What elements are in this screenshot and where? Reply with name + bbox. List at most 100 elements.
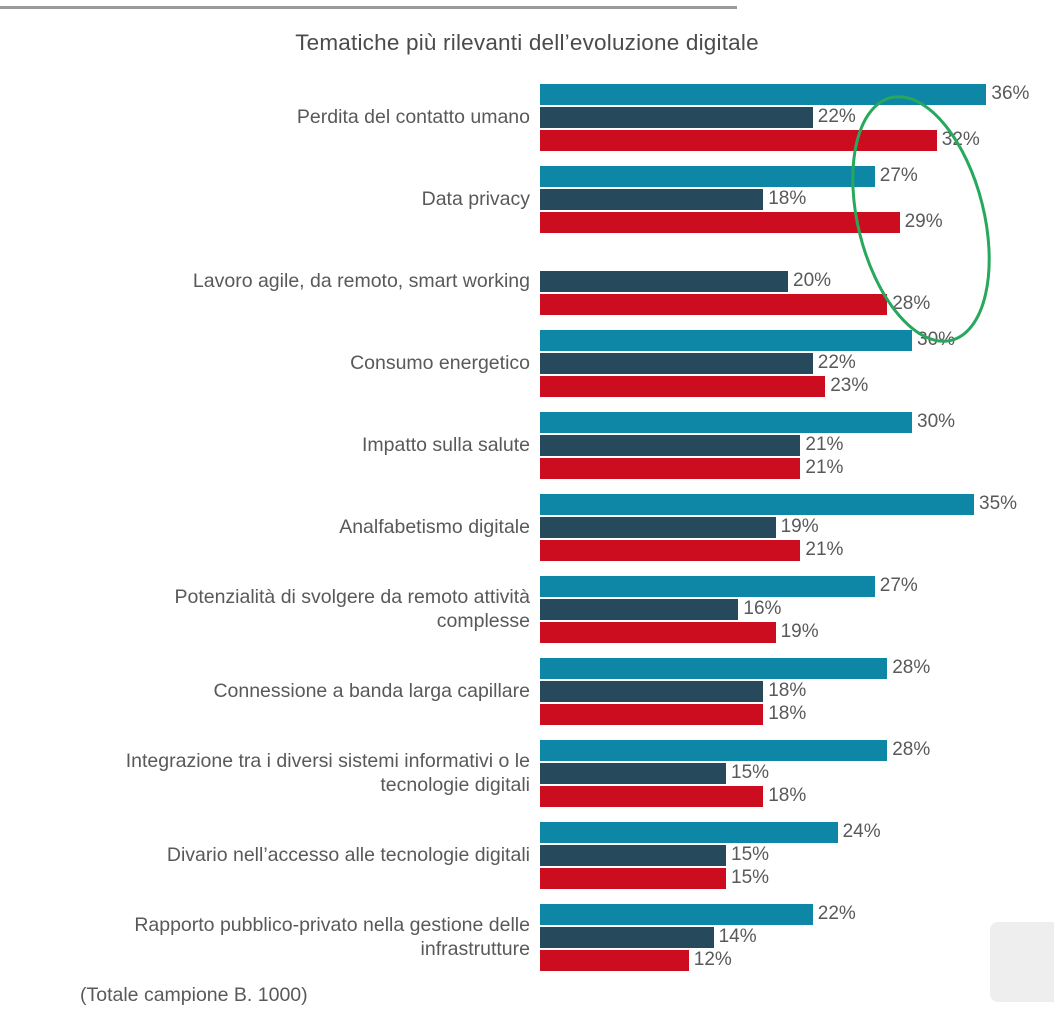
value-label: 35%: [979, 493, 1018, 514]
chart-row: Connessione a banda larga capillare 28% 18…: [0, 650, 1054, 732]
bar-line: 15%: [540, 762, 1054, 784]
bar-red: [540, 867, 726, 889]
bar-line: 18%: [540, 188, 1054, 210]
bar-red: [540, 949, 689, 971]
category-label: Integrazione tra i diversi sistemi infor…: [125, 750, 530, 796]
bar-group: 36% 22% 32%: [540, 76, 1054, 158]
value-label: 21%: [805, 434, 844, 455]
chart-row: Data privacy 27% 18% 29%: [0, 158, 1054, 240]
value-label: 18%: [768, 703, 807, 724]
value-label: 21%: [805, 539, 844, 560]
chart-row: Integrazione tra i diversi sistemi infor…: [0, 732, 1054, 814]
bar-navy: [540, 680, 764, 702]
value-label: 15%: [731, 762, 770, 783]
category-label: Lavoro agile, da remoto, smart working: [192, 270, 530, 292]
bar-line: 18%: [540, 785, 1054, 807]
value-label: 27%: [879, 575, 918, 596]
bar-group: 24% 15% 15%: [540, 814, 1054, 896]
bar-line: 12%: [540, 949, 1054, 971]
value-label: 15%: [731, 844, 770, 865]
bar-group: 35% 19% 21%: [540, 486, 1054, 568]
bar-red: [540, 703, 764, 725]
bar-line: 28%: [540, 657, 1054, 679]
bar-red: [540, 293, 888, 315]
bar-teal: [540, 903, 813, 925]
bar-teal: [540, 575, 875, 597]
chart-row: Impatto sulla salute 30% 21% 21%: [0, 404, 1054, 486]
bar-line: 15%: [540, 867, 1054, 889]
value-label: 28%: [892, 293, 931, 314]
value-label: 18%: [768, 785, 807, 806]
bar-line: 16%: [540, 598, 1054, 620]
category-label: Perdita del contatto umano: [296, 106, 530, 128]
bar-red: [540, 211, 900, 233]
bar-line: 28%: [540, 293, 1054, 315]
bar-line: 21%: [540, 434, 1054, 456]
bar-line: 36%: [540, 83, 1054, 105]
value-label: 27%: [879, 165, 918, 186]
category-label: Consumo energetico: [350, 352, 530, 374]
bar-teal: [540, 493, 974, 515]
value-label: 14%: [718, 926, 757, 947]
bar-navy: [540, 926, 714, 948]
bar-group: 27% 18% 29%: [540, 158, 1054, 240]
bar-navy: [540, 516, 776, 538]
value-label: 36%: [991, 83, 1030, 104]
bar-group: 22% 14% 12%: [540, 896, 1054, 978]
bar-navy: [540, 762, 726, 784]
value-label: 28%: [892, 739, 931, 760]
bar-line: 22%: [540, 106, 1054, 128]
value-label: 32%: [941, 129, 980, 150]
bar-red: [540, 375, 826, 397]
bar-red: [540, 457, 801, 479]
value-label: 28%: [892, 657, 931, 678]
top-rule: [0, 6, 737, 9]
value-label: 12%: [693, 949, 732, 970]
bar-red: [540, 129, 937, 151]
bar-teal: [540, 165, 875, 187]
bar-chart: Perdita del contatto umano 36% 22% 32% Data …: [0, 76, 1054, 978]
bar-line: 30%: [540, 411, 1054, 433]
chart-row: Rapporto pubblico-privato nella gestione…: [0, 896, 1054, 978]
category-label: Rapporto pubblico-privato nella gestione…: [134, 914, 530, 960]
bar-line: 30%: [540, 329, 1054, 351]
bar-line: 21%: [540, 457, 1054, 479]
value-label: 24%: [842, 821, 881, 842]
value-label: 21%: [805, 457, 844, 478]
chart-row: Consumo energetico 30% 22% 23%: [0, 322, 1054, 404]
chart-row: Potenzialità di svolgere da remoto attiv…: [0, 568, 1054, 650]
bar-line: 35%: [540, 493, 1054, 515]
bar-line: 19%: [540, 621, 1054, 643]
bar-line: 27%: [540, 165, 1054, 187]
value-label: 30%: [917, 329, 956, 350]
bar-teal: [540, 739, 888, 761]
value-label: 22%: [817, 352, 856, 373]
chart-row: Perdita del contatto umano 36% 22% 32%: [0, 76, 1054, 158]
bar-navy: [540, 844, 726, 866]
bar-line: 19%: [540, 516, 1054, 538]
bar-red: [540, 539, 801, 561]
bar-red: [540, 621, 776, 643]
bar-group: 28% 18% 18%: [540, 650, 1054, 732]
bar-group: 30% 22% 23%: [540, 322, 1054, 404]
chart-row: Analfabetismo digitale 35% 19% 21%: [0, 486, 1054, 568]
bar-line: 21%: [540, 539, 1054, 561]
category-label: Data privacy: [421, 188, 530, 210]
value-label: 30%: [917, 411, 956, 432]
value-label: 22%: [817, 903, 856, 924]
bar-line: [540, 248, 1054, 269]
bar-line: 23%: [540, 375, 1054, 397]
bar-navy: [540, 598, 739, 620]
bar-teal: [540, 411, 912, 433]
value-label: 23%: [830, 375, 869, 396]
bar-line: 28%: [540, 739, 1054, 761]
bar-group: 30% 21% 21%: [540, 404, 1054, 486]
bar-line: 32%: [540, 129, 1054, 151]
bar-group: 27% 16% 19%: [540, 568, 1054, 650]
value-label: 18%: [768, 680, 807, 701]
bar-line: 14%: [540, 926, 1054, 948]
bar-navy: [540, 188, 764, 210]
value-label: 15%: [731, 867, 770, 888]
value-label: 20%: [793, 270, 832, 291]
